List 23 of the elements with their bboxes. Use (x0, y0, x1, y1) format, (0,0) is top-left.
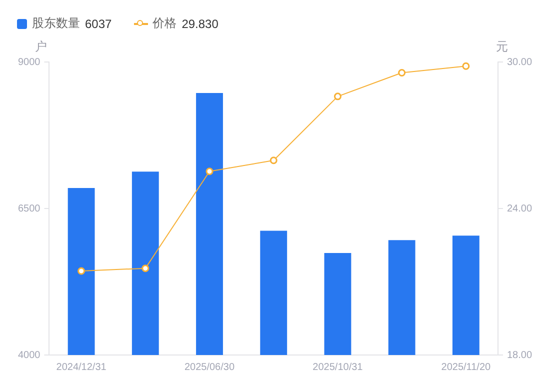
y-tick-label: 4000 (18, 350, 41, 361)
x-tick-label: 2025/11/20 (441, 362, 492, 373)
text: 29.830 (182, 16, 218, 30)
point (270, 156, 278, 164)
legend-label: 股东数量 (32, 15, 80, 32)
y2-tick-label: 24.00 (506, 203, 532, 214)
y2-axis-title: 元 (496, 39, 508, 54)
y2-tick-label: 18.00 (506, 350, 532, 361)
y-tick-label: 9000 (18, 56, 41, 68)
point (334, 92, 342, 100)
y-axis-title: 户 (35, 39, 48, 54)
point (78, 267, 86, 275)
point (142, 264, 150, 272)
point (206, 168, 214, 176)
point (462, 62, 470, 70)
text: 6037 (85, 16, 112, 30)
x-tick-label: 2025/06/30 (184, 362, 235, 373)
x-tick-label: 2024/12/31 (56, 362, 107, 373)
legend-label: 价格 (152, 15, 177, 32)
point (398, 68, 406, 76)
y-tick-label: 6500 (18, 203, 41, 214)
y2-tick-label: 30.00 (506, 56, 532, 68)
x-tick-label: 2025/10/31 (312, 362, 364, 373)
